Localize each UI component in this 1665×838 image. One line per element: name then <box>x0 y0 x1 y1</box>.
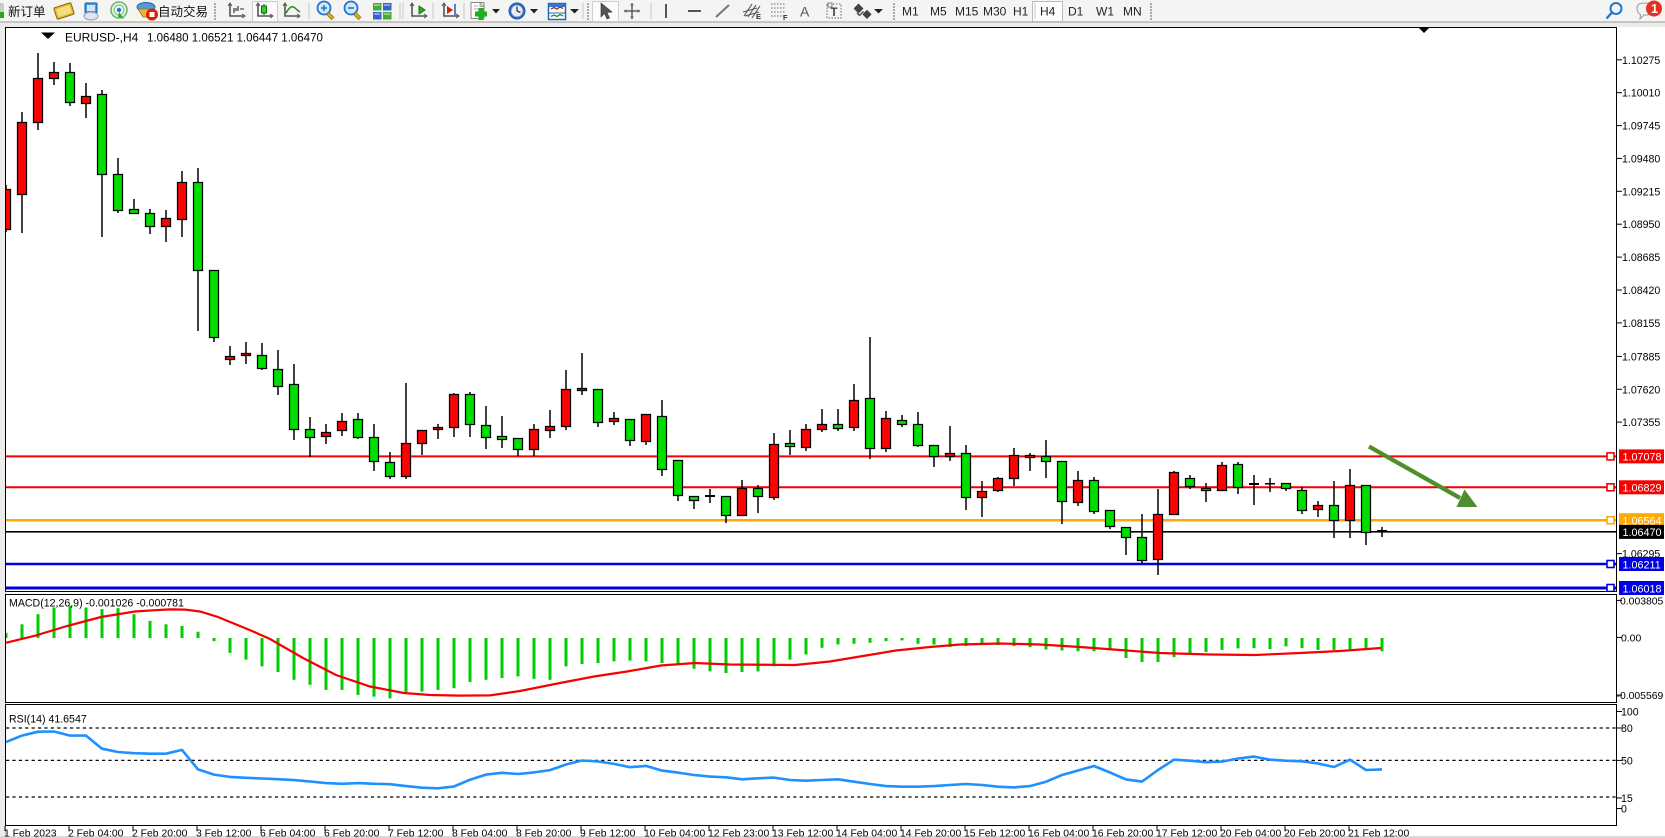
svg-text:0.00: 0.00 <box>1621 633 1641 644</box>
svg-text:1.06211: 1.06211 <box>1623 559 1661 571</box>
svg-text:D1: D1 <box>1068 5 1084 19</box>
svg-text:9 Feb 12:00: 9 Feb 12:00 <box>580 829 636 838</box>
svg-text:6 Feb 20:00: 6 Feb 20:00 <box>324 829 380 838</box>
svg-text:A: A <box>800 4 810 20</box>
svg-text:16 Feb 20:00: 16 Feb 20:00 <box>1092 829 1153 838</box>
svg-text:1.07355: 1.07355 <box>1622 417 1660 429</box>
svg-text:2 Feb 04:00: 2 Feb 04:00 <box>68 829 124 838</box>
svg-text:20 Feb 20:00: 20 Feb 20:00 <box>1284 829 1345 838</box>
svg-text:新订单: 新订单 <box>8 4 46 19</box>
svg-text:17 Feb 12:00: 17 Feb 12:00 <box>1156 829 1217 838</box>
svg-text:12 Feb 23:00: 12 Feb 23:00 <box>708 829 769 838</box>
svg-text:100: 100 <box>1621 707 1639 719</box>
svg-text:M30: M30 <box>983 5 1007 19</box>
svg-text:1.08685: 1.08685 <box>1622 252 1660 264</box>
svg-text:MACD(12,26,9) -0.001026 -0.000: MACD(12,26,9) -0.001026 -0.000781 <box>9 598 184 610</box>
svg-text:16 Feb 04:00: 16 Feb 04:00 <box>1028 829 1089 838</box>
svg-text:13 Feb 12:00: 13 Feb 12:00 <box>772 829 833 838</box>
svg-text:1: 1 <box>1651 2 1658 16</box>
svg-text:M15: M15 <box>955 5 979 19</box>
svg-text:1.10010: 1.10010 <box>1622 88 1660 100</box>
svg-text:1.06018: 1.06018 <box>1623 583 1662 595</box>
svg-text:1.09745: 1.09745 <box>1622 121 1660 133</box>
svg-text:8 Feb 20:00: 8 Feb 20:00 <box>516 829 572 838</box>
svg-text:7 Feb 12:00: 7 Feb 12:00 <box>388 829 444 838</box>
svg-text:1.08420: 1.08420 <box>1622 285 1660 297</box>
svg-text:1.07078: 1.07078 <box>1623 452 1662 464</box>
svg-text:14 Feb 20:00: 14 Feb 20:00 <box>900 829 961 838</box>
svg-text:W1: W1 <box>1096 5 1114 19</box>
svg-text:8 Feb 04:00: 8 Feb 04:00 <box>452 829 508 838</box>
svg-text:3 Feb 12:00: 3 Feb 12:00 <box>196 829 252 838</box>
svg-text:1.10275: 1.10275 <box>1622 55 1660 67</box>
svg-text:6 Feb 04:00: 6 Feb 04:00 <box>260 829 316 838</box>
svg-text:15: 15 <box>1621 793 1633 805</box>
svg-text:1.06829: 1.06829 <box>1623 483 1662 495</box>
svg-text:1 Feb 2023: 1 Feb 2023 <box>4 829 57 838</box>
svg-text:14 Feb 04:00: 14 Feb 04:00 <box>836 829 897 838</box>
svg-text:1.08950: 1.08950 <box>1622 219 1660 231</box>
svg-text:H1: H1 <box>1013 5 1029 19</box>
svg-text:1.07620: 1.07620 <box>1622 384 1660 396</box>
svg-text:1.09480: 1.09480 <box>1622 153 1660 165</box>
svg-text:10 Feb 04:00: 10 Feb 04:00 <box>644 829 705 838</box>
svg-text:-0.005569: -0.005569 <box>1617 691 1664 702</box>
svg-text:80: 80 <box>1621 723 1633 735</box>
svg-text:E: E <box>756 12 761 21</box>
svg-text:1.06470: 1.06470 <box>1623 527 1662 539</box>
svg-text:EURUSD-,H4: EURUSD-,H4 <box>65 31 139 45</box>
svg-text:1.09215: 1.09215 <box>1622 186 1660 198</box>
svg-text:15 Feb 12:00: 15 Feb 12:00 <box>964 829 1025 838</box>
svg-text:M5: M5 <box>930 5 947 19</box>
svg-text:T: T <box>831 7 838 19</box>
svg-text:M1: M1 <box>902 5 919 19</box>
svg-text:20 Feb 04:00: 20 Feb 04:00 <box>1220 829 1281 838</box>
svg-text:0.003805: 0.003805 <box>1620 596 1664 607</box>
svg-text:1.07885: 1.07885 <box>1622 351 1660 363</box>
svg-text:自动交易: 自动交易 <box>158 4 208 19</box>
svg-text:1.08155: 1.08155 <box>1622 318 1660 330</box>
svg-text:H4: H4 <box>1040 5 1056 19</box>
svg-text:MN: MN <box>1123 5 1142 19</box>
svg-text:RSI(14) 41.6547: RSI(14) 41.6547 <box>9 714 87 726</box>
svg-text:2 Feb 20:00: 2 Feb 20:00 <box>132 829 188 838</box>
svg-text:1.06480 1.06521 1.06447 1.0647: 1.06480 1.06521 1.06447 1.06470 <box>147 33 323 45</box>
svg-text:50: 50 <box>1621 755 1633 767</box>
svg-text:0: 0 <box>1621 804 1627 816</box>
svg-text:1.06564: 1.06564 <box>1623 516 1662 528</box>
svg-text:F: F <box>783 13 788 22</box>
svg-text:21 Feb 12:00: 21 Feb 12:00 <box>1348 829 1409 838</box>
